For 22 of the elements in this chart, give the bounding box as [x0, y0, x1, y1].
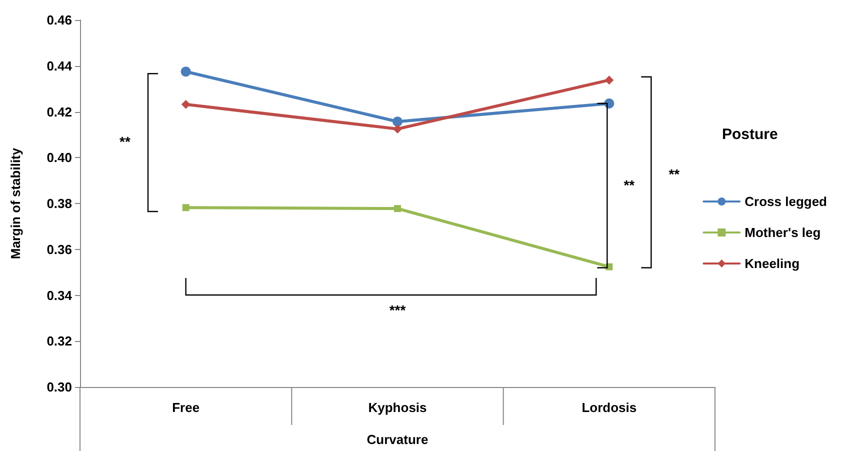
- legend-title: Posture: [722, 126, 778, 143]
- annotation: ***: [389, 302, 406, 318]
- y-tick-label: 0.46: [46, 12, 72, 28]
- legend-label: Kneeling: [744, 256, 800, 271]
- x-tick-label: Lordosis: [582, 400, 637, 415]
- y-tick-label: 0.30: [46, 380, 72, 394]
- y-tick-label: 0.38: [46, 196, 72, 211]
- y-axis-title: Margin of stability: [8, 147, 23, 260]
- y-tick-label: 0.42: [46, 104, 72, 120]
- text: **: [120, 134, 131, 150]
- x-tick-label: Free: [172, 400, 200, 415]
- x-axis-title: Curvature: [366, 432, 428, 447]
- y-tick-label: 0.44: [46, 58, 73, 74]
- x-tick-label: Kyphosis: [368, 400, 427, 415]
- y-tick-label: 0.32: [46, 334, 72, 349]
- y-tick-label: 0.36: [46, 242, 72, 257]
- annotation: **: [624, 177, 636, 193]
- y-tick-label: 0.34: [46, 288, 73, 303]
- text: **: [668, 166, 680, 182]
- legend-label: Mother's leg: [744, 225, 821, 240]
- legend-label: Cross legged: [744, 194, 828, 209]
- y-tick-label: 0.40: [46, 150, 72, 166]
